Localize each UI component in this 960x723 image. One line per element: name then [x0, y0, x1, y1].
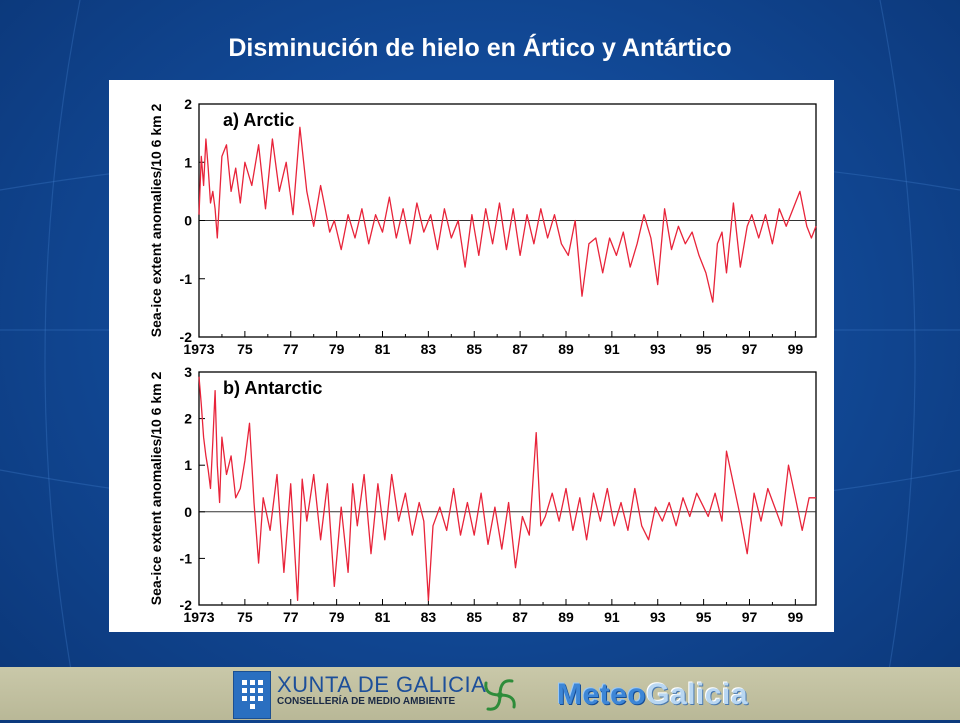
arctic-x-tick-label: 77 [283, 341, 299, 357]
arctic-series-line [198, 126, 817, 303]
arctic-x-tick-label: 93 [650, 341, 666, 357]
antarctic-x-tick-label: 93 [650, 609, 666, 625]
antarctic-panel-title: b) Antarctic [223, 378, 322, 398]
conselleria-text: CONSELLERÍA DE MEDIO AMBIENTE [277, 696, 456, 707]
antarctic-y-tick-label: -1 [180, 550, 193, 566]
antarctic-x-tick-label: 1973 [183, 609, 214, 625]
antarctic-x-tick-label: 83 [421, 609, 437, 625]
antarctic-plot-frame [198, 371, 817, 606]
antarctic-x-tick-label: 97 [742, 609, 758, 625]
arctic-x-tick-label: 97 [742, 341, 758, 357]
arctic-chart: -2 -1 0 1 2 1973 75 77 79 81 83 85 87 89 91 93 95 97 99 a) … [148, 96, 817, 357]
antarctic-x-tick-label: 79 [329, 609, 345, 625]
arctic-y-tick-label: -1 [180, 271, 193, 287]
antarctic-x-tick-label: 75 [237, 609, 253, 625]
antarctic-chart: -2 -1 0 1 2 3 1973 75 77 79 81 83 85 87 89 91 93 95 97 99 b)… [148, 364, 817, 625]
slide-title: Disminución de hielo en Ártico y Antárti… [228, 34, 732, 62]
arctic-y-tick-label: 0 [184, 213, 192, 229]
antarctic-y-tick-label: 1 [184, 457, 192, 473]
antarctic-series-line [198, 376, 816, 601]
arctic-x-tick-label: 95 [696, 341, 712, 357]
footer-band [0, 667, 960, 720]
arctic-x-tick-label: 79 [329, 341, 345, 357]
antarctic-y-tick-label: 2 [184, 411, 192, 427]
arctic-x-tick-label: 87 [512, 341, 528, 357]
arctic-y-axis-label: Sea-ice extent anomalies/10 6 km 2 [148, 104, 164, 338]
antarctic-x-tick-label: 77 [283, 609, 299, 625]
arctic-x-tick-label: 89 [558, 341, 574, 357]
xunta-coat-of-arms-icon [233, 671, 271, 719]
galicia-logo-part: Galicia [646, 678, 749, 711]
arctic-panel-title: a) Arctic [223, 110, 294, 130]
arctic-y-tick-label: 1 [184, 154, 192, 170]
arctic-y-tick-label: 2 [184, 96, 192, 112]
antarctic-y-axis-label: Sea-ice extent anomalies/10 6 km 2 [148, 372, 164, 606]
arctic-x-tick-label: 99 [788, 341, 804, 357]
xunta-logo-text: XUNTA DE GALICIA [277, 672, 487, 697]
arctic-x-tick-label: 1973 [183, 341, 214, 357]
antarctic-y-tick-label: 0 [184, 504, 192, 520]
antarctic-y-tick-label: -2 [180, 597, 193, 613]
antarctic-x-tick-label: 87 [512, 609, 528, 625]
antarctic-x-tick-label: 85 [466, 609, 482, 625]
antarctic-y-tick-label: 3 [184, 364, 192, 380]
antarctic-x-tick-label: 89 [558, 609, 574, 625]
meteogalicia-swirl-icon [484, 679, 516, 711]
arctic-x-tick-label: 91 [604, 341, 620, 357]
arctic-x-tick-label: 75 [237, 341, 253, 357]
antarctic-x-tick-label: 95 [696, 609, 712, 625]
arctic-x-tick-label: 83 [421, 341, 437, 357]
meteo-logo-part: Meteo [557, 678, 647, 711]
arctic-x-tick-label: 85 [466, 341, 482, 357]
arctic-y-tick-label: -2 [180, 329, 193, 345]
meteogalicia-logo: MeteoGalicia [557, 678, 748, 712]
chart-panel: -2 -1 0 1 2 1973 75 77 79 81 83 85 87 89 91 93 95 97 99 a) … [109, 80, 834, 632]
arctic-x-tick-label: 81 [375, 341, 391, 357]
antarctic-x-tick-label: 99 [788, 609, 804, 625]
antarctic-x-tick-label: 81 [375, 609, 391, 625]
antarctic-x-tick-label: 91 [604, 609, 620, 625]
